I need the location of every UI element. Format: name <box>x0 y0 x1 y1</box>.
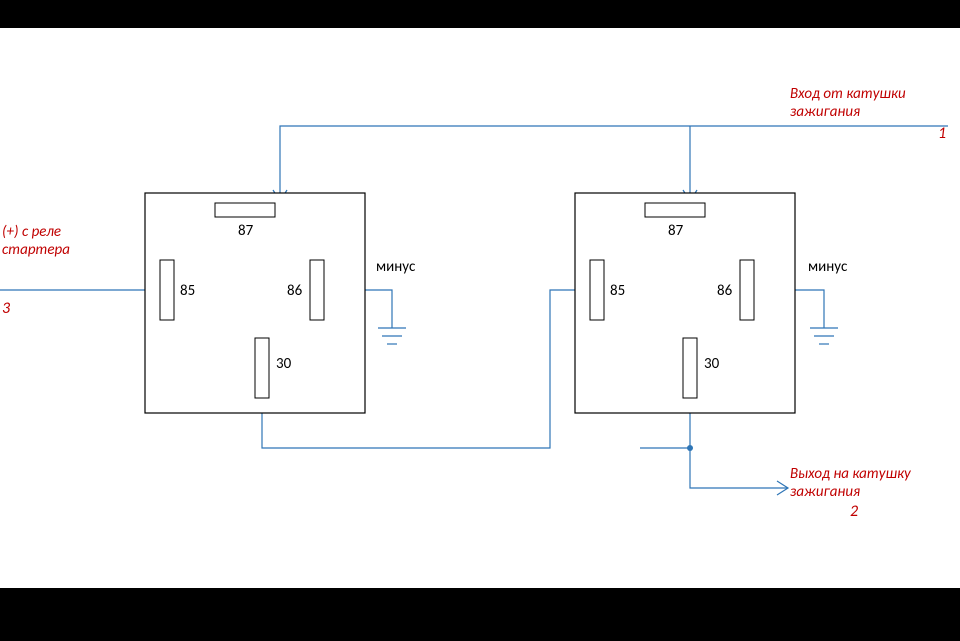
canvas: 30858687 30858687 Вход от катушкизажиган… <box>0 0 960 641</box>
relayA-pin-85-label: 85 <box>180 282 195 300</box>
relayB: 30 85 86 87 <box>575 193 795 413</box>
label-starter_3-num: 3 <box>2 299 11 318</box>
relayA-pin-30 <box>255 338 269 398</box>
relayB-pin-86-label: 86 <box>717 282 733 300</box>
diagram-paper: 30858687 30858687 Вход от катушкизажиган… <box>0 28 960 588</box>
label-input_coil_1-line1: Вход от катушки <box>790 85 906 103</box>
relayA-pin-85 <box>160 260 174 320</box>
label-output_coil_2-line1: Выход на катушку <box>790 465 912 483</box>
relayB-pin-85-label: 85 <box>610 282 625 300</box>
relayA-pin-86 <box>310 260 324 320</box>
label-input_coil_1-num: 1 <box>938 124 946 143</box>
label-starter_3-line2: стартера <box>2 241 70 259</box>
label-minus-a: минус <box>376 258 416 276</box>
relayB-pin-86 <box>740 260 754 320</box>
junction-dot <box>687 445 693 451</box>
relayA-pin-87-label: 87 <box>238 222 254 240</box>
label-starter_3-line1: (+) с реле <box>2 223 61 241</box>
wire-top_bus <box>280 126 948 201</box>
label-output_coil_2-num: 2 <box>850 502 858 521</box>
relayA-pin-86-label: 86 <box>287 282 303 300</box>
relayA: 30 85 86 87 <box>145 193 365 413</box>
label-minus-b: минус <box>808 258 848 276</box>
label-input_coil_1-line2: зажигания <box>790 103 860 121</box>
relayB-pin-30-label: 30 <box>704 355 720 373</box>
relayB-pin-85 <box>590 260 604 320</box>
relayA-pin-87 <box>215 203 275 217</box>
relayB-pin-30 <box>683 338 697 398</box>
label-output_coil_2-line2: зажигания <box>790 483 860 501</box>
relayB-pin-87-label: 87 <box>668 222 684 240</box>
wiring-svg: 30858687 30858687 Вход от катушкизажиган… <box>0 28 960 588</box>
relayA-pin-30-label: 30 <box>276 355 292 373</box>
relayB-pin-87 <box>645 203 705 217</box>
